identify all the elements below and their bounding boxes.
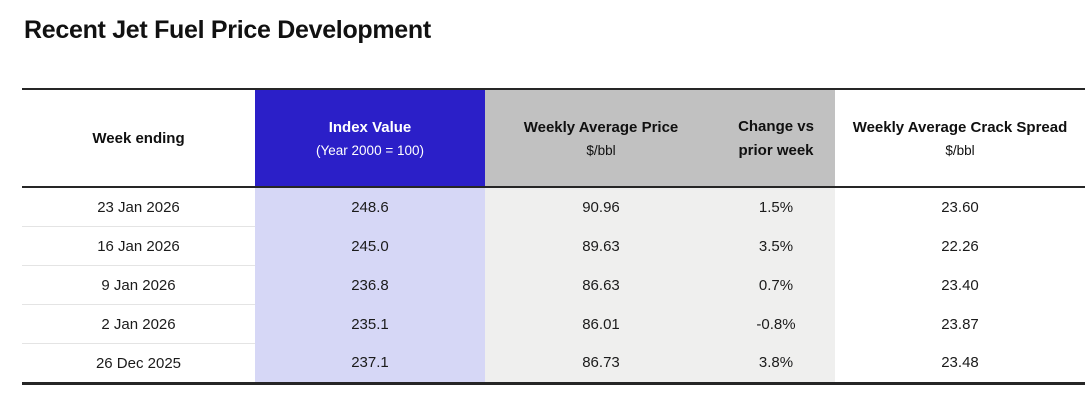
cell-index-value: 236.8 — [255, 265, 485, 305]
table-row: 26 Dec 2025 237.1 86.73 3.8% 23.48 — [22, 343, 1085, 384]
cell-avg-price: 86.01 — [485, 304, 717, 344]
cell-crack-spread: 23.87 — [941, 315, 979, 333]
table-row: 9 Jan 2026 236.8 86.63 0.7% 23.40 — [22, 265, 1085, 305]
table-row: 23 Jan 2026 248.6 90.96 1.5% 23.60 — [22, 187, 1085, 227]
table-body: 23 Jan 2026 248.6 90.96 1.5% 23.60 16 Ja… — [22, 187, 1085, 384]
cell-index-value: 237.1 — [255, 343, 485, 384]
cell-crack-spread: 23.48 — [941, 354, 979, 372]
cell-week: 23 Jan 2026 — [22, 187, 255, 227]
table-row: 16 Jan 2026 245.0 89.63 3.5% 22.26 — [22, 226, 1085, 266]
cell-week: 26 Dec 2025 — [95, 354, 182, 372]
header-weekly-average-price-label: Weekly Average Price — [523, 118, 679, 136]
header-change-label: Change vs — [738, 117, 814, 135]
header-index-value-sublabel: (Year 2000 = 100) — [316, 142, 424, 158]
cell-crack-spread: 22.26 — [941, 237, 979, 255]
header-index-value-label: Index Value — [328, 118, 412, 136]
header-crack-spread-label: Weekly Average Crack Spread — [852, 118, 1068, 136]
header-index-value: Index Value (Year 2000 = 100) — [255, 89, 485, 188]
header-row: Week ending Index Value (Year 2000 = 100… — [22, 89, 1085, 188]
header-change-sublabel: prior week — [738, 141, 814, 159]
header-week-ending: Week ending — [22, 89, 255, 188]
cell-index-value: 235.1 — [255, 304, 485, 344]
page-title: Recent Jet Fuel Price Development — [24, 16, 431, 44]
jet-fuel-price-table: Week ending Index Value (Year 2000 = 100… — [22, 88, 1085, 385]
cell-index-value: 245.0 — [255, 226, 485, 266]
header-weekly-average-price: Weekly Average Price $/bbl — [485, 89, 717, 188]
cell-avg-price: 89.63 — [485, 226, 717, 266]
cell-week: 9 Jan 2026 — [22, 265, 255, 305]
header-crack-spread: Weekly Average Crack Spread $/bbl — [835, 89, 1085, 188]
header-week-ending-label: Week ending — [92, 129, 185, 147]
cell-change: 0.7% — [717, 265, 835, 305]
cell-week: 16 Jan 2026 — [22, 226, 255, 266]
cell-index-value: 248.6 — [255, 187, 485, 227]
cell-crack-spread: 23.40 — [941, 276, 979, 294]
cell-change: 3.5% — [717, 226, 835, 266]
cell-crack-spread: 23.60 — [941, 198, 979, 216]
cell-avg-price: 90.96 — [485, 187, 717, 227]
cell-change: 1.5% — [717, 187, 835, 227]
cell-avg-price: 86.63 — [485, 265, 717, 305]
header-change-vs-prior-week: Change vs prior week — [717, 89, 835, 188]
cell-change: 3.8% — [717, 343, 835, 384]
header-weekly-average-price-sublabel: $/bbl — [586, 142, 616, 158]
table-row: 2 Jan 2026 235.1 86.01 -0.8% 23.87 — [22, 304, 1085, 344]
header-crack-spread-sublabel: $/bbl — [945, 142, 975, 158]
cell-avg-price: 86.73 — [485, 343, 717, 384]
cell-week: 2 Jan 2026 — [22, 304, 255, 344]
cell-change: -0.8% — [717, 304, 835, 344]
table-header: Week ending Index Value (Year 2000 = 100… — [22, 89, 1085, 188]
